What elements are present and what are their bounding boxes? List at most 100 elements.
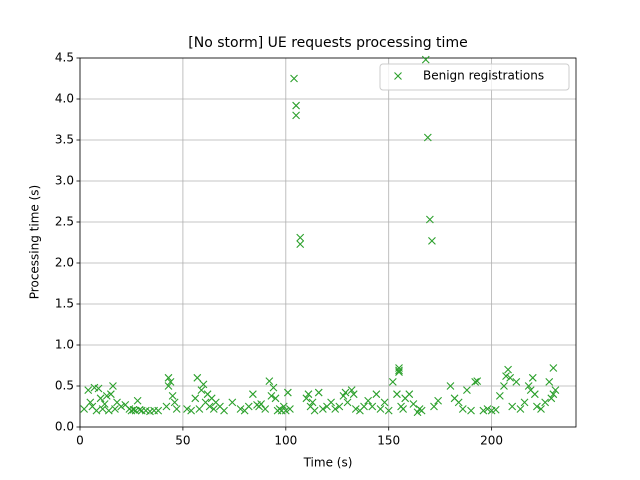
point — [195, 405, 204, 413]
point — [193, 373, 202, 382]
point — [360, 402, 368, 411]
point — [292, 101, 300, 110]
legend-box — [379, 63, 570, 91]
x-axis-label: Time (s) — [303, 456, 353, 470]
point — [506, 373, 515, 382]
y-tick-label: 3.0 — [55, 174, 74, 188]
point — [98, 405, 107, 413]
point — [495, 391, 504, 400]
y-tick-label: 3.5 — [55, 133, 74, 147]
point — [318, 405, 327, 413]
y-axis-label: Processing time (s) — [28, 185, 42, 299]
point — [551, 386, 560, 394]
point — [129, 405, 138, 414]
point — [269, 383, 278, 392]
x-tick-label: 150 — [377, 434, 400, 448]
point — [388, 378, 397, 386]
point — [423, 133, 432, 142]
point — [364, 396, 373, 405]
point — [376, 405, 385, 413]
point — [547, 394, 556, 403]
point — [335, 402, 344, 411]
point — [405, 390, 414, 399]
point — [351, 405, 360, 413]
y-tick-label: 2.0 — [55, 256, 74, 270]
y-tick-label: 1.5 — [55, 297, 74, 311]
point — [491, 405, 500, 414]
point — [502, 372, 510, 381]
x-tick-label: 200 — [480, 434, 503, 448]
point — [458, 405, 467, 413]
point — [512, 378, 521, 386]
point — [283, 388, 292, 397]
point — [471, 378, 480, 386]
point — [528, 373, 537, 382]
x-tick-label: 50 — [175, 434, 190, 448]
point — [164, 373, 173, 382]
chart-title: [No storm] UE requests processing time — [188, 35, 467, 51]
point — [308, 398, 317, 407]
point — [286, 405, 294, 413]
point — [92, 406, 101, 415]
point — [205, 402, 214, 411]
point — [302, 394, 311, 403]
point — [279, 402, 288, 411]
point — [331, 405, 340, 413]
y-tick-label: 0.5 — [55, 379, 74, 393]
point — [117, 402, 126, 411]
point — [296, 240, 305, 249]
point — [100, 400, 109, 408]
point — [483, 405, 492, 413]
point — [183, 405, 191, 413]
point — [94, 384, 103, 393]
point — [434, 396, 442, 405]
point — [267, 391, 276, 400]
point — [549, 364, 558, 372]
point — [80, 405, 89, 413]
point — [133, 396, 142, 405]
point — [473, 377, 482, 385]
point — [109, 382, 117, 390]
point — [209, 405, 218, 413]
point — [520, 398, 529, 407]
y-tick-label: 0.0 — [55, 420, 74, 434]
point — [508, 402, 517, 411]
point — [166, 378, 175, 386]
point — [265, 377, 274, 385]
point — [244, 402, 253, 411]
point — [104, 406, 113, 415]
point — [281, 406, 290, 415]
point — [248, 390, 257, 399]
legend-label: Benign registrations — [423, 69, 544, 83]
point — [541, 398, 550, 407]
point — [417, 406, 426, 415]
point — [96, 394, 105, 403]
point — [504, 365, 512, 374]
point — [545, 378, 554, 386]
point — [162, 402, 171, 411]
point — [150, 406, 158, 415]
point — [257, 400, 266, 408]
point — [310, 406, 319, 415]
point — [172, 405, 181, 413]
point — [380, 398, 389, 407]
point — [296, 233, 305, 242]
point — [168, 391, 177, 400]
point — [327, 398, 335, 407]
point — [384, 406, 393, 415]
point — [421, 55, 430, 64]
plot-frame — [79, 57, 577, 428]
point — [425, 215, 434, 224]
point — [399, 405, 408, 413]
point — [228, 398, 237, 407]
point — [395, 368, 403, 376]
point — [271, 394, 280, 403]
y-tick-label: 2.5 — [55, 215, 74, 229]
point — [537, 405, 545, 413]
x-tick-label: 0 — [76, 434, 84, 448]
point — [341, 388, 350, 397]
point — [479, 406, 488, 415]
legend-marker — [394, 72, 402, 80]
point — [106, 390, 115, 399]
